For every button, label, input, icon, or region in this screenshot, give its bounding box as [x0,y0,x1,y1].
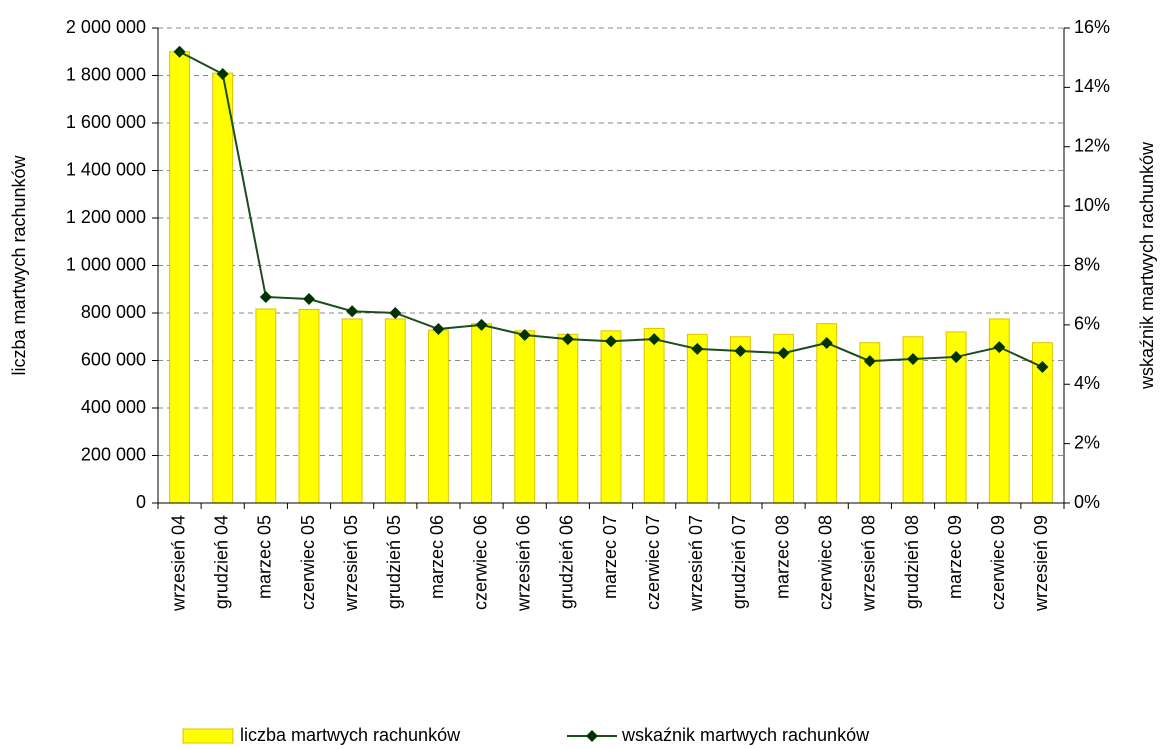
bar [643,327,665,504]
y-tick-label: 1 800 000 [66,64,146,84]
x-tick-label: grudzień 06 [557,515,577,609]
marker [777,347,790,360]
marker [346,305,359,318]
marker [1036,361,1049,374]
y-tick-label: 1 000 000 [66,254,146,274]
y2-tick-label: 14% [1074,76,1110,96]
marker [475,318,488,331]
x-tick-label: wrzesień 09 [1031,515,1051,612]
y-tick-label: 600 000 [81,349,146,369]
y-tick-label: 400 000 [81,397,146,417]
bar [471,323,492,504]
marker [863,355,876,368]
marker [691,342,704,355]
x-tick-label: czerwiec 08 [815,515,835,610]
x-tick-label: czerwiec 05 [298,515,318,610]
bar [600,330,622,504]
y-tick-label: 1 200 000 [66,207,146,227]
marker [950,350,963,363]
y2-tick-label: 6% [1074,314,1100,334]
y2-tick-label: 4% [1074,373,1100,393]
x-tick-label: czerwiec 07 [643,515,663,610]
x-tick-label: grudzień 08 [902,515,922,609]
bar [686,333,708,504]
bar [816,323,838,504]
bar [557,333,579,504]
x-tick-label: wrzesień 04 [168,515,188,612]
marker [518,328,531,341]
y-tick-label: 1 400 000 [66,159,146,179]
y2-tick-label: 2% [1074,432,1100,452]
marker [907,353,919,366]
y2-tick-label: 12% [1074,136,1110,156]
x-tick-label: marzec 08 [772,515,792,599]
marker [389,307,402,319]
y-tick-label: 800 000 [81,302,146,322]
legend-label: liczba martwych rachunków [240,725,461,745]
y2-axis-label: wskaźnik martwych rachunków [1137,141,1157,390]
y-tick-label: 0 [136,492,146,512]
x-tick-label: marzec 06 [427,515,447,599]
marker [259,290,272,303]
legend-label: wskaźnik martwych rachunków [621,725,870,745]
x-tick-label: wrzesień 08 [859,515,879,612]
x-tick-label: wrzesień 07 [686,515,706,612]
x-tick-label: grudzień 07 [729,515,749,609]
marker [993,341,1006,354]
marker [648,333,661,346]
x-tick-label: marzec 05 [255,515,275,599]
y-tick-label: 200 000 [81,444,146,464]
bar [384,318,406,504]
marker [216,68,229,81]
x-tick-label: grudzień 04 [211,515,231,609]
y-axis-label: liczba martwych rachunków [9,154,29,375]
legend-marker [586,730,598,742]
y2-tick-label: 10% [1074,195,1110,215]
marker [734,345,747,357]
bar [169,51,190,504]
marker [432,323,445,336]
marker [303,293,315,306]
legend-swatch [182,728,234,744]
y2-tick-label: 16% [1074,17,1110,37]
bar [773,333,794,504]
x-tick-label: grudzień 05 [384,515,404,609]
x-tick-label: marzec 09 [945,515,965,599]
bar [341,318,363,504]
marker [820,336,833,349]
bar [212,72,234,504]
marker [173,45,186,58]
bar [428,329,449,504]
x-tick-label: marzec 07 [600,515,620,599]
y2-tick-label: 8% [1074,254,1100,274]
marker [561,333,574,346]
marker [605,335,617,348]
bar [255,308,277,504]
y-tick-label: 1 600 000 [66,112,146,132]
x-tick-label: czerwiec 09 [988,515,1008,610]
bar [298,308,320,504]
x-tick-label: wrzesień 06 [513,515,533,612]
y2-tick-label: 0% [1074,492,1100,512]
x-tick-label: wrzesień 05 [341,515,361,612]
bar [514,330,536,504]
x-tick-label: czerwiec 06 [470,515,490,610]
y-tick-label: 2 000 000 [66,17,146,37]
bar [730,336,751,504]
